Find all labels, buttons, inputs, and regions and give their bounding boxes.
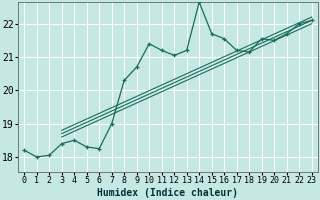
X-axis label: Humidex (Indice chaleur): Humidex (Indice chaleur) (98, 188, 238, 198)
